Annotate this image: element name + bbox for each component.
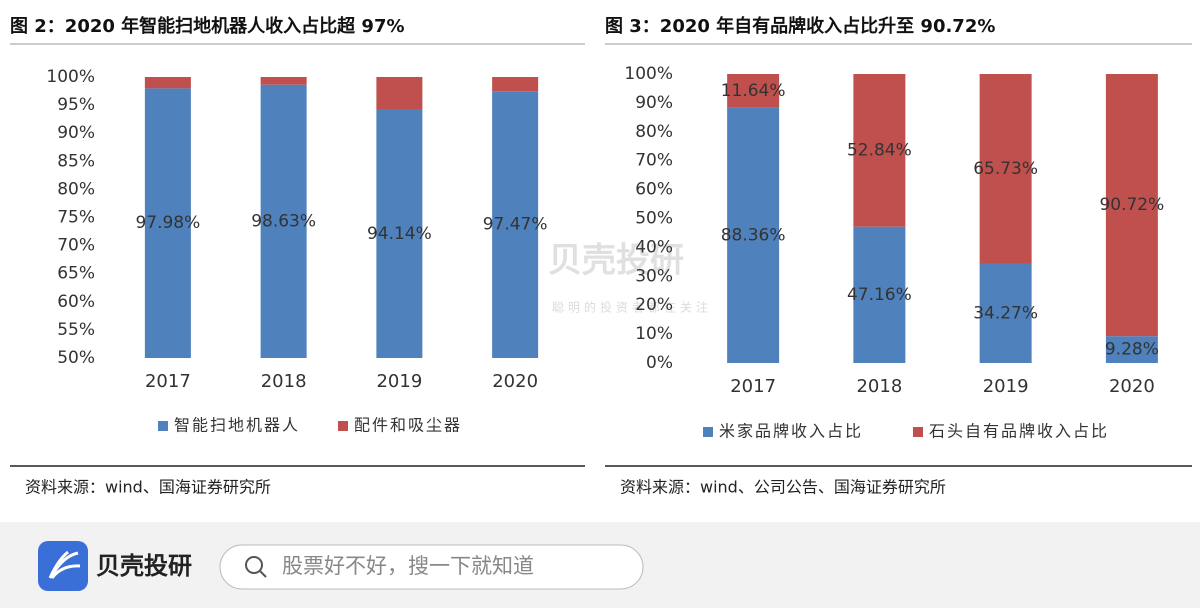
data-label: 9.28%	[1105, 340, 1159, 360]
y-tick-label: 60%	[635, 180, 673, 200]
legend-label: 石头自有品牌收入占比	[929, 422, 1109, 441]
legend-swatch	[158, 421, 168, 431]
legend-swatch	[913, 427, 923, 437]
y-tick-label: 100%	[624, 64, 673, 84]
y-tick-label: 40%	[635, 237, 673, 257]
legend-label: 智能扫地机器人	[174, 416, 300, 435]
bar-segment	[144, 88, 191, 358]
brand: 贝壳投研	[96, 552, 192, 580]
legend-label: 米家品牌收入占比	[719, 422, 863, 441]
bar-segment	[376, 77, 423, 110]
bar-segment	[492, 77, 539, 92]
x-tick-label: 2019	[376, 371, 422, 392]
bar-segment	[853, 226, 906, 363]
y-tick-label: 70%	[57, 236, 95, 256]
search-box[interactable]	[219, 544, 644, 590]
y-tick-label: 80%	[57, 179, 95, 199]
x-tick-label: 2019	[983, 376, 1029, 397]
y-tick-label: 100%	[46, 67, 95, 87]
bar-segment	[376, 109, 423, 358]
bar-segment	[260, 84, 307, 358]
logo-mark	[48, 550, 81, 579]
y-tick-label: 95%	[57, 95, 95, 115]
bar-segment	[979, 263, 1032, 363]
y-tick-label: 85%	[57, 151, 95, 171]
bar-segment	[1105, 74, 1158, 337]
data-label: 11.64%	[721, 81, 786, 101]
y-tick-label: 0%	[646, 353, 673, 373]
x-tick-label: 2018	[856, 376, 902, 397]
legend-label: 配件和吸尘器	[354, 416, 462, 435]
data-label: 98.63%	[251, 211, 316, 231]
data-label: 52.84%	[847, 140, 912, 160]
data-label: 65.73%	[973, 159, 1038, 179]
y-tick-label: 90%	[57, 123, 95, 143]
y-tick-label: 80%	[635, 122, 673, 142]
source: 资料来源：wind、国海证券研究所	[25, 478, 271, 497]
data-label: 88.36%	[721, 225, 786, 245]
y-tick-label: 50%	[635, 209, 673, 229]
data-label: 97.98%	[135, 213, 200, 233]
source: 资料来源：wind、公司公告、国海证券研究所	[620, 478, 946, 497]
bar-segment	[144, 77, 191, 89]
data-label: 94.14%	[367, 224, 432, 244]
y-tick-label: 90%	[635, 93, 673, 113]
data-label: 97.47%	[483, 215, 548, 235]
watermark-title: 贝壳投研	[548, 241, 684, 281]
legend-swatch	[703, 427, 713, 437]
y-tick-label: 30%	[635, 266, 673, 286]
bar-segment	[492, 91, 539, 358]
bar-segment	[727, 74, 780, 108]
chart-title: 图 2：2020 年智能扫地机器人收入占比超 97%	[10, 15, 405, 37]
x-tick-label: 2020	[492, 371, 538, 392]
search-icon-handle	[259, 570, 267, 578]
logo	[38, 541, 88, 591]
bar-segment	[260, 77, 307, 85]
x-tick-label: 2018	[261, 371, 307, 392]
y-tick-label: 50%	[57, 348, 95, 368]
legend-swatch	[338, 421, 348, 431]
y-tick-label: 20%	[635, 295, 673, 315]
y-tick-label: 60%	[57, 292, 95, 312]
y-tick-label: 70%	[635, 151, 673, 171]
bar-segment	[727, 107, 780, 363]
y-tick-label: 65%	[57, 264, 95, 284]
chart-title: 图 3：2020 年自有品牌收入占比升至 90.72%	[605, 15, 995, 37]
watermark-subtitle: 聪明的投资者都在关注	[552, 300, 712, 315]
y-tick-label: 55%	[57, 320, 95, 340]
data-label: 34.27%	[973, 303, 1038, 323]
search-placeholder: 股票好不好，搜一下就知道	[282, 554, 534, 578]
data-label: 90.72%	[1099, 195, 1164, 215]
bar-segment	[1105, 336, 1158, 363]
bar-segment	[979, 74, 1032, 264]
data-label: 47.16%	[847, 285, 912, 305]
search-icon	[245, 556, 263, 574]
x-tick-label: 2017	[730, 376, 776, 397]
x-tick-label: 2020	[1109, 376, 1155, 397]
y-tick-label: 75%	[57, 208, 95, 228]
x-tick-label: 2017	[145, 371, 191, 392]
bar-segment	[853, 74, 906, 227]
y-tick-label: 10%	[635, 324, 673, 344]
